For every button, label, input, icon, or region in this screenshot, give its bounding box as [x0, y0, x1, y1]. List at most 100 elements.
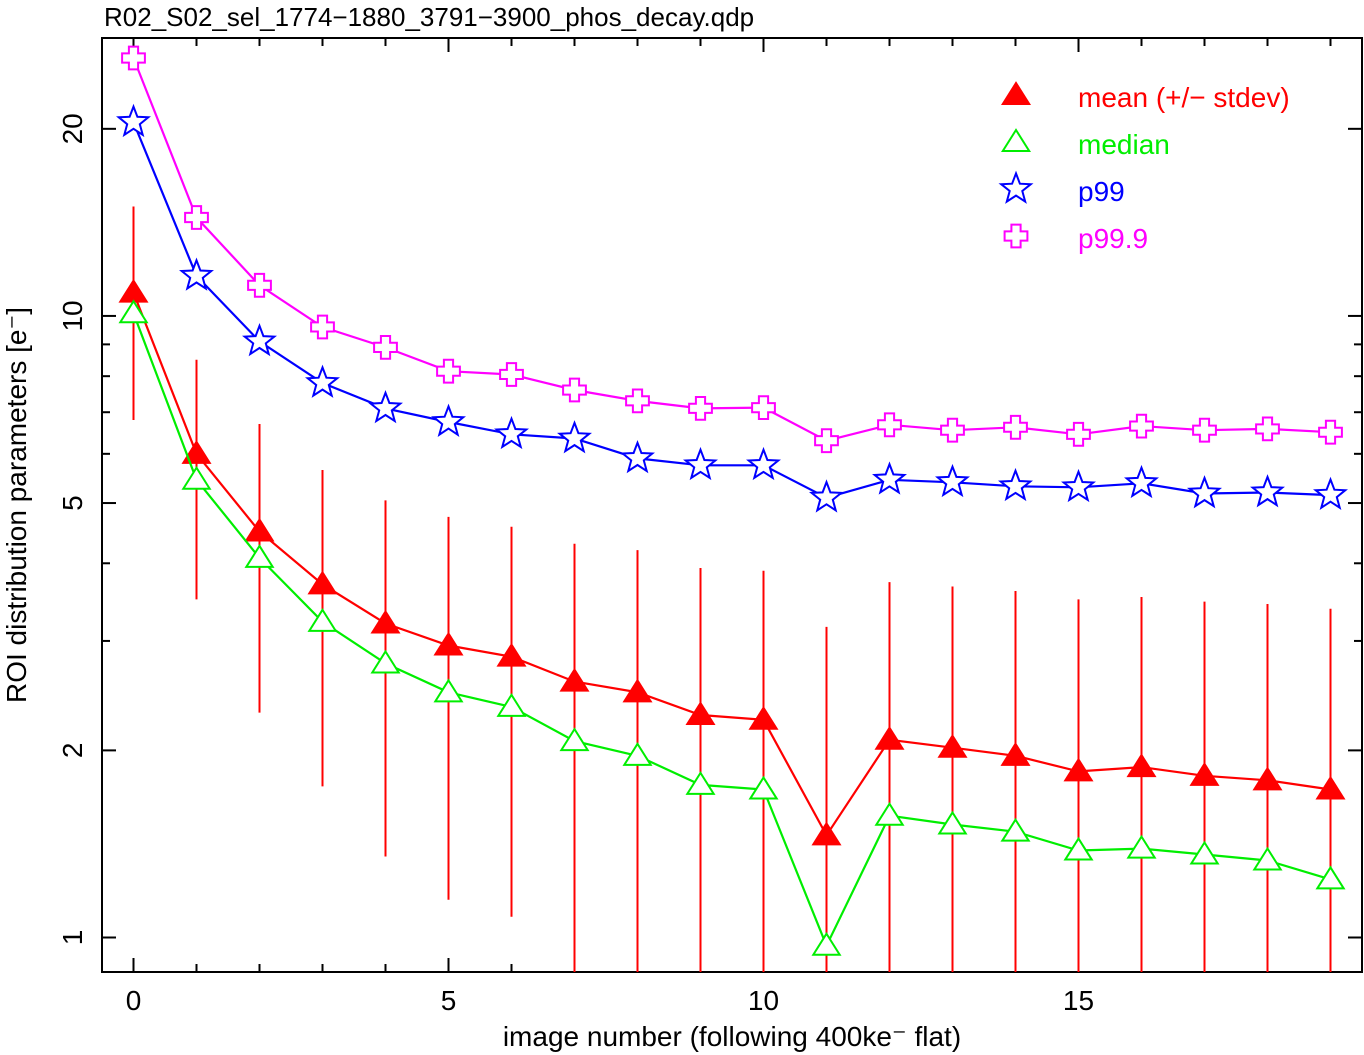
y-tick-label: 5	[57, 495, 88, 511]
cross-marker	[940, 417, 965, 443]
triangle-marker	[370, 609, 401, 634]
open-triangle-marker	[370, 649, 401, 674]
series-3	[121, 45, 1343, 454]
triangle-marker	[1063, 757, 1094, 782]
star-marker	[809, 479, 844, 513]
star-marker	[998, 170, 1034, 204]
chart-title: R02_S02_sel_1774−1880_3791−3900_phos_dec…	[104, 2, 755, 32]
cross-marker	[436, 358, 461, 384]
open-triangle-marker	[307, 607, 338, 632]
open-triangle-marker	[496, 692, 527, 717]
cross-marker	[1192, 417, 1217, 443]
open-triangle-marker	[748, 775, 779, 800]
open-triangle-marker	[1189, 840, 1220, 865]
star-marker	[683, 446, 718, 481]
star-marker	[1124, 464, 1159, 499]
open-triangle-marker	[1126, 834, 1157, 859]
x-tick-label: 5	[441, 985, 457, 1016]
series-layer	[116, 45, 1348, 972]
cross-marker	[1255, 416, 1280, 442]
cross-marker	[814, 428, 839, 454]
star-marker	[1250, 474, 1285, 508]
x-tick-label: 15	[1063, 985, 1094, 1016]
triangle-marker	[181, 439, 212, 464]
cross-marker	[1003, 223, 1029, 249]
open-triangle-marker	[622, 741, 653, 766]
y-axis-label: ROI distribution parameters [e⁻]	[1, 307, 32, 703]
triangle-marker	[1000, 741, 1031, 766]
cross-marker	[1129, 413, 1154, 439]
series-0	[118, 278, 1346, 846]
cross-marker	[1066, 421, 1091, 447]
y-tick-label: 2	[57, 743, 88, 759]
star-marker	[620, 439, 655, 474]
star-marker	[305, 364, 340, 398]
triangle-marker	[874, 725, 905, 750]
star-marker	[557, 420, 592, 454]
series-1	[118, 299, 1346, 956]
x-axis-label: image number (following 400ke⁻ flat)	[503, 1021, 961, 1052]
star-marker	[368, 389, 403, 424]
cross-marker	[373, 335, 398, 360]
plot-frame	[101, 37, 1363, 973]
open-triangle-marker	[181, 465, 212, 490]
triangle-marker	[1126, 753, 1157, 778]
star-marker	[746, 446, 781, 481]
triangle-marker	[118, 278, 149, 303]
legend-label: mean (+/− stdev)	[1078, 82, 1290, 113]
open-triangle-marker	[118, 299, 149, 324]
cross-marker	[184, 205, 209, 230]
open-triangle-marker	[559, 727, 590, 752]
cross-marker	[877, 412, 902, 438]
open-triangle-marker	[874, 801, 905, 826]
triangle-marker	[1000, 81, 1032, 105]
y-tick-label: 10	[57, 300, 88, 331]
star-marker	[935, 463, 970, 498]
legend-label: p99	[1078, 176, 1125, 207]
open-triangle-marker	[244, 544, 275, 568]
open-triangle-marker	[1315, 865, 1346, 890]
star-marker	[116, 103, 151, 138]
star-marker	[1313, 476, 1348, 510]
open-triangle-marker	[433, 678, 464, 703]
cross-marker	[121, 45, 146, 71]
triangle-marker	[496, 642, 527, 667]
cross-marker	[1003, 414, 1028, 440]
star-marker	[242, 322, 277, 357]
x-tick-label: 0	[126, 985, 142, 1016]
triangle-marker	[685, 701, 716, 726]
x-tick-label: 10	[748, 985, 779, 1016]
star-marker	[431, 403, 466, 438]
open-triangle-marker	[1000, 817, 1031, 842]
y-tick-label: 1	[57, 930, 88, 946]
cross-marker	[1318, 419, 1343, 445]
star-marker	[1187, 475, 1222, 509]
triangle-marker	[244, 517, 275, 542]
cross-marker	[247, 272, 272, 298]
open-triangle-marker	[1063, 836, 1094, 861]
y-tick-label: 20	[57, 113, 88, 144]
triangle-marker	[811, 821, 842, 846]
series-line	[132, 121, 1331, 499]
triangle-marker	[559, 667, 590, 692]
legend: mean (+/− stdev) median p99 p99.9	[998, 81, 1290, 254]
triangle-marker	[622, 678, 653, 703]
cross-marker	[562, 377, 587, 403]
axis-ticks: 0 5 10 15 1 2 5 10 20	[57, 38, 1362, 1016]
star-marker	[494, 415, 529, 450]
triangle-marker	[307, 570, 338, 595]
triangle-marker	[937, 733, 968, 758]
cross-marker	[751, 395, 776, 420]
open-triangle-marker	[937, 810, 968, 835]
open-triangle-marker	[1252, 846, 1283, 871]
star-marker	[1061, 468, 1096, 503]
triangle-marker	[748, 705, 779, 730]
legend-label: p99.9	[1078, 223, 1148, 254]
cross-marker	[688, 396, 713, 421]
cross-marker	[625, 388, 650, 414]
triangle-marker	[1189, 761, 1220, 786]
cross-marker	[499, 362, 524, 387]
series-line	[132, 292, 1331, 838]
star-marker	[998, 467, 1033, 502]
open-triangle-marker	[811, 931, 842, 956]
